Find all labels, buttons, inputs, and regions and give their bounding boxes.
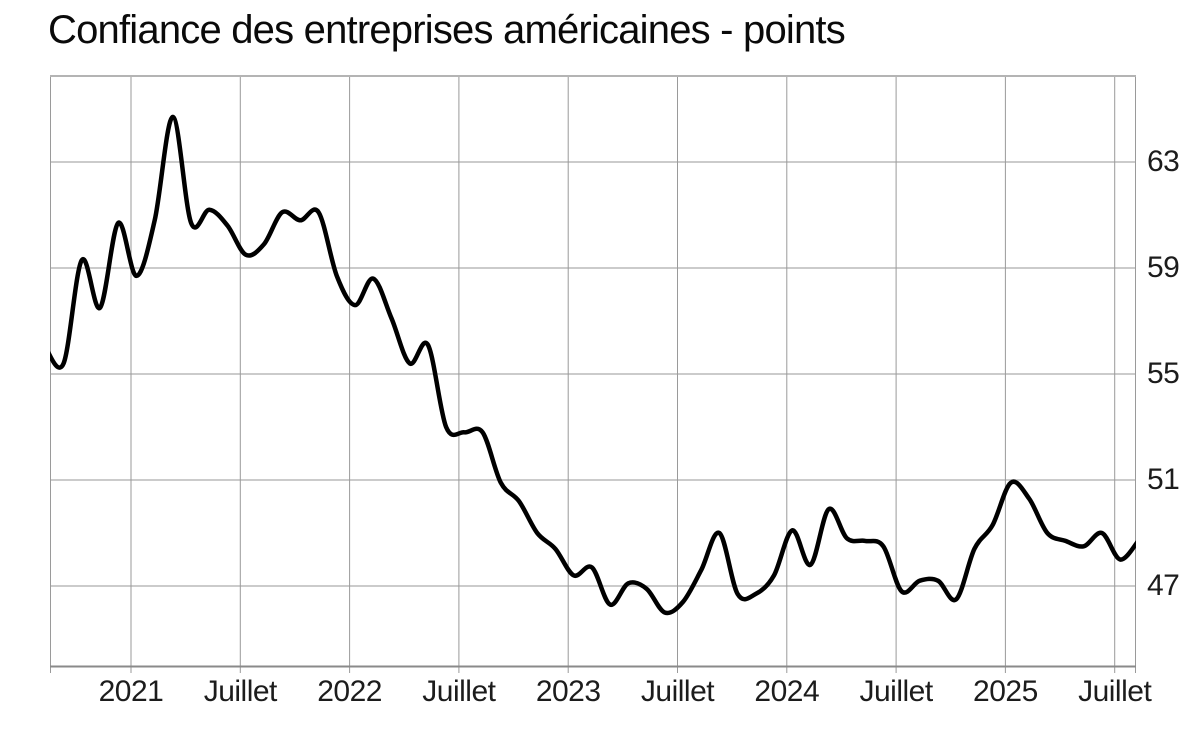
x-axis-label: Juillet: [422, 675, 496, 708]
confidence-line: [50, 114, 1136, 616]
chart-title: Confiance des entreprises américaines - …: [48, 8, 846, 52]
x-axis-label: 2023: [535, 675, 601, 708]
y-axis-label: 59: [1147, 251, 1180, 284]
y-axis-label: 47: [1147, 569, 1180, 602]
y-axis-label: 55: [1147, 357, 1180, 390]
x-axis-label: 2024: [754, 675, 820, 708]
x-axis-label: Juillet: [1078, 675, 1152, 708]
x-axis-label: Juillet: [640, 675, 715, 708]
x-axis-label: 2025: [973, 675, 1038, 708]
x-axis-label: 2021: [98, 675, 164, 708]
x-axis-label: Juillet: [859, 675, 933, 708]
x-axis-label: 2022: [317, 675, 382, 708]
x-axis-label: Juillet: [203, 675, 278, 708]
y-axis-label: 63: [1147, 145, 1180, 178]
y-axis-label: 51: [1147, 463, 1180, 496]
